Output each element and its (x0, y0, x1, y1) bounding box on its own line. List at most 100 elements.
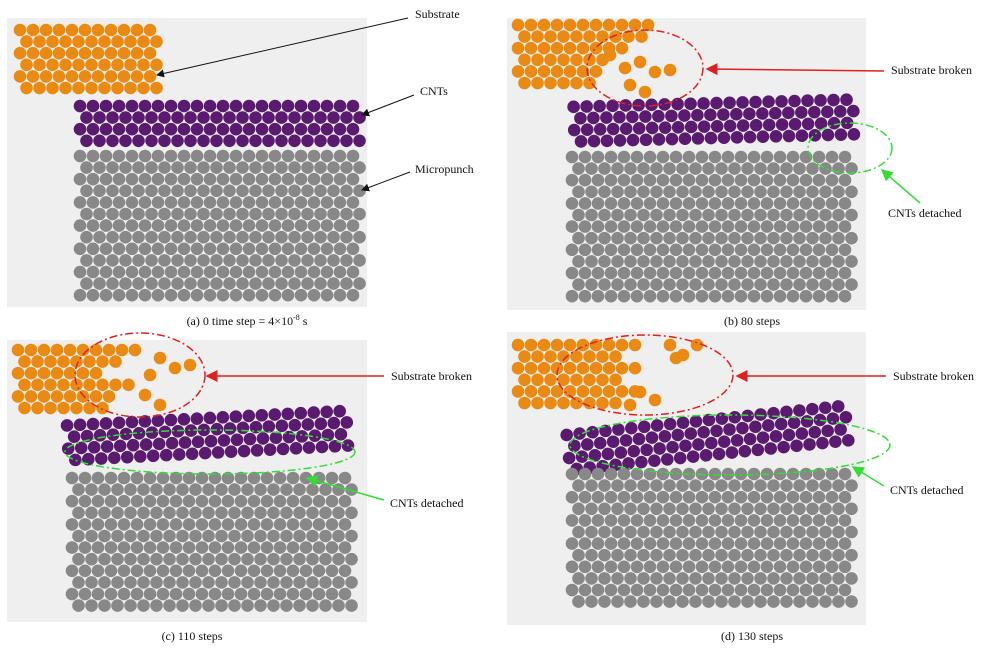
particle (191, 219, 204, 232)
particle (657, 174, 670, 187)
particle (334, 196, 347, 209)
particle (215, 507, 228, 520)
particle (72, 576, 85, 589)
particle (223, 277, 236, 290)
particle (793, 278, 806, 291)
caption-sup: -8 (293, 313, 300, 322)
particle (300, 588, 313, 601)
particle (178, 100, 191, 113)
particle (585, 162, 598, 175)
particle (592, 514, 605, 527)
particle (832, 595, 845, 608)
particle (577, 42, 590, 55)
particle (261, 565, 274, 578)
particle (111, 507, 124, 520)
particle (139, 289, 152, 302)
particle (590, 362, 603, 375)
particle (170, 588, 183, 601)
particle (314, 161, 327, 174)
particle (72, 82, 85, 95)
particle (274, 541, 287, 554)
particle (139, 150, 152, 163)
particle (544, 30, 557, 43)
particle (616, 339, 629, 352)
particle (806, 572, 819, 585)
particle (670, 151, 683, 164)
particle (293, 553, 306, 566)
particle (85, 530, 98, 543)
particle (217, 196, 230, 209)
particle (280, 507, 293, 520)
particle (189, 599, 202, 612)
particle (144, 518, 157, 531)
particle (267, 599, 280, 612)
particle (269, 150, 282, 163)
particle (696, 561, 709, 574)
particle (248, 588, 261, 601)
particle (306, 599, 319, 612)
particle (132, 111, 145, 124)
particle (222, 541, 235, 554)
particle (696, 537, 709, 550)
particle (689, 503, 702, 516)
particle (178, 123, 191, 136)
particle (157, 495, 170, 508)
particle (618, 514, 631, 527)
particle (566, 151, 579, 164)
particle (676, 186, 689, 199)
particle (314, 111, 327, 124)
particle (171, 254, 184, 267)
particle (722, 197, 735, 210)
particle (74, 243, 87, 256)
particle (598, 572, 611, 585)
particle (689, 479, 702, 492)
particle (637, 503, 650, 516)
particle (249, 254, 262, 267)
particle (124, 59, 137, 72)
particle (551, 42, 564, 55)
particle (119, 135, 132, 148)
particle (590, 385, 603, 398)
particle (544, 374, 557, 387)
particle (767, 209, 780, 222)
arrow (882, 170, 920, 203)
particle (340, 277, 353, 290)
particle (165, 150, 178, 163)
particle (702, 186, 715, 199)
particle (92, 47, 105, 60)
particle (767, 572, 780, 585)
particle (767, 186, 780, 199)
particle (616, 19, 629, 32)
particle (321, 243, 334, 256)
particle (611, 479, 624, 492)
particle (512, 385, 525, 398)
particle (339, 541, 352, 554)
particle (93, 208, 106, 221)
particle (93, 277, 106, 290)
particle (709, 491, 722, 504)
particle (793, 595, 806, 608)
particle (590, 339, 603, 352)
particle (531, 350, 544, 363)
particle (90, 344, 103, 357)
particle (230, 150, 243, 163)
particle (657, 267, 670, 280)
particle (113, 266, 126, 279)
particle (579, 584, 592, 597)
particle (754, 186, 767, 199)
particle (611, 232, 624, 245)
particle (715, 255, 728, 268)
particle (741, 526, 754, 539)
particle (113, 100, 126, 113)
particle (566, 267, 579, 280)
particle (566, 491, 579, 504)
particle (715, 209, 728, 222)
particle (676, 255, 689, 268)
particle (100, 123, 113, 136)
particle (183, 565, 196, 578)
particle (301, 254, 314, 267)
particle (189, 483, 202, 496)
particle (761, 561, 774, 574)
particle (347, 150, 360, 163)
particle (728, 209, 741, 222)
